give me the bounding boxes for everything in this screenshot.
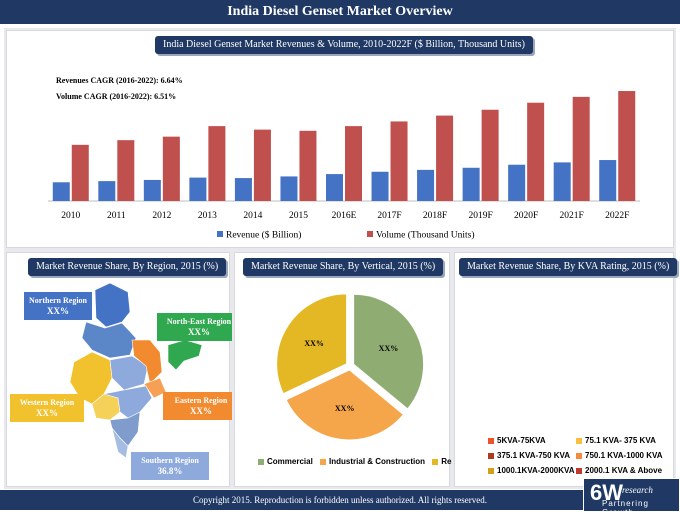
vertical-title: Market Revenue Share, By Vertical, 2015 … — [243, 258, 444, 276]
legend-label: 750.1 KVA-1000 KVA — [585, 451, 663, 460]
volume-cagr-note: Volume CAGR (2016-2022): 6.51% — [56, 92, 177, 101]
volume-bar — [481, 109, 499, 201]
bar-chart: 2010 2011 2012 2013 2014 2015 2016E 2017F 2018F 2… — [48, 91, 640, 241]
x-tick-label: 2014 — [243, 211, 262, 221]
kva-title: Market Revenue Share, By KVA Rating, 201… — [459, 258, 678, 276]
logo-word: research — [622, 485, 653, 495]
region-value: XX% — [47, 306, 69, 316]
region-title: Market Revenue Share, By Region, 2015 (%… — [28, 258, 227, 276]
x-tick-label: 2020F — [514, 211, 538, 221]
kva-legend-item: 5KVA-75KVA — [488, 436, 546, 445]
region-label-southern: Southern Region 36.8% — [131, 452, 209, 480]
region-label-north-east: North-East Region XX% — [157, 313, 241, 341]
top-chart-panel — [6, 30, 674, 248]
page-title: India Diesel Genset Market Overview — [0, 0, 680, 24]
x-tick-label: 2012 — [152, 211, 171, 221]
volume-bar — [208, 126, 226, 201]
revenue-bar — [143, 179, 161, 201]
revenue-bar — [553, 162, 571, 201]
legend-label: Revenue ($ Billion) — [226, 230, 301, 241]
x-tick-label: 2022F — [605, 211, 629, 221]
x-tick-label: 2018F — [423, 211, 447, 221]
revenue-bar — [599, 160, 617, 201]
volume-bar — [390, 121, 408, 201]
x-tick-label: 2015 — [289, 211, 308, 221]
revenue-bar — [462, 167, 480, 201]
x-tick-label: 2021F — [560, 211, 584, 221]
revenue-bar — [417, 169, 435, 201]
region-label-eastern: Eastern Region XX% — [163, 392, 239, 420]
region-name: Southern Region — [141, 456, 199, 465]
pie-data-label: XX% — [304, 339, 324, 348]
legend-label: Industrial & Construction — [329, 457, 426, 466]
region-value: XX% — [188, 327, 210, 337]
legend-swatch — [217, 231, 223, 237]
legend-item: Commercial — [258, 457, 313, 466]
x-tick-label: 2017F — [377, 211, 401, 221]
revenue-bar — [189, 177, 207, 201]
kva-legend-item: 750.1 KVA-1000 KVA — [576, 451, 663, 460]
region-name: Northern Region — [29, 296, 87, 305]
india-map-icon — [69, 282, 203, 459]
legend-label: 5KVA-75KVA — [497, 436, 546, 445]
revenue-bar — [52, 182, 70, 201]
kva-legend-item: 75.1 KVA- 375 KVA — [576, 436, 656, 445]
revenue-bar — [234, 178, 252, 201]
legend-label: 1000.1KVA-2000KVA — [497, 466, 575, 475]
legend-label: 75.1 KVA- 375 KVA — [585, 436, 656, 445]
region-name: North-East Region — [166, 317, 232, 326]
revenue-bar — [326, 174, 343, 201]
region-label-western: Western Region XX% — [10, 394, 84, 422]
revenue-bar — [280, 176, 298, 201]
region-value: 36.8% — [157, 466, 183, 476]
kva-legend-item: 375.1 KVA-750 KVA — [488, 451, 570, 460]
region-name: Western Region — [19, 398, 75, 407]
volume-bar — [527, 102, 545, 201]
x-tick-label: 2010 — [61, 211, 80, 221]
pie-data-label: XX% — [335, 404, 355, 413]
legend-label: Volume (Thousand Units) — [376, 230, 475, 241]
pie-data-label: XX% — [379, 344, 399, 353]
volume-bar — [436, 115, 454, 201]
kva-legend-item: 1000.1KVA-2000KVA — [488, 466, 575, 475]
legend-label: 375.1 KVA-750 KVA — [497, 451, 571, 460]
top-chart-title: India Diesel Genset Market Revenues & Vo… — [155, 36, 533, 54]
revenue-cagr-note: Revenues CAGR (2016-2022): 6.64% — [56, 76, 183, 85]
kva-legend-item: 2000.1 KVA & Above — [576, 466, 662, 475]
revenue-bar — [371, 171, 389, 201]
volume-bar — [162, 136, 180, 201]
volume-bar — [299, 130, 317, 201]
vertical-legend: Commercial Industrial & Construction Res… — [258, 457, 484, 466]
brand-logo[interactable]: 6W research Partnering Growth — [583, 478, 680, 517]
region-value: XX% — [36, 408, 58, 418]
copyright-footer: Copyright 2015. Reproduction is forbidde… — [0, 490, 680, 510]
volume-bar — [618, 91, 636, 201]
region-value: XX% — [190, 406, 212, 416]
legend-label: 2000.1 KVA & Above — [585, 466, 663, 475]
legend-item: Industrial & Construction — [320, 457, 425, 466]
logo-mark: 6W — [590, 480, 623, 505]
region-name: Eastern Region — [174, 396, 228, 405]
volume-bar — [345, 126, 362, 201]
volume-bar — [572, 96, 590, 201]
x-tick-label: 2016E — [332, 211, 357, 221]
x-tick-label: 2019F — [468, 211, 492, 221]
volume-bar — [253, 129, 271, 201]
volume-bar — [71, 144, 89, 201]
legend-label: Commercial — [267, 457, 313, 466]
region-label-northern: Northern Region XX% — [24, 292, 92, 320]
revenue-bar — [98, 181, 116, 201]
logo-tagline: Partnering Growth — [602, 499, 649, 517]
volume-bar — [117, 140, 135, 201]
legend-swatch — [367, 231, 373, 237]
pie-slice — [353, 293, 425, 410]
kva-panel — [454, 252, 674, 487]
x-tick-label: 2013 — [198, 211, 217, 221]
pie-slice — [276, 293, 348, 395]
pie-slice — [285, 369, 405, 441]
revenue-bar — [508, 164, 526, 201]
x-tick-label: 2011 — [107, 211, 126, 221]
